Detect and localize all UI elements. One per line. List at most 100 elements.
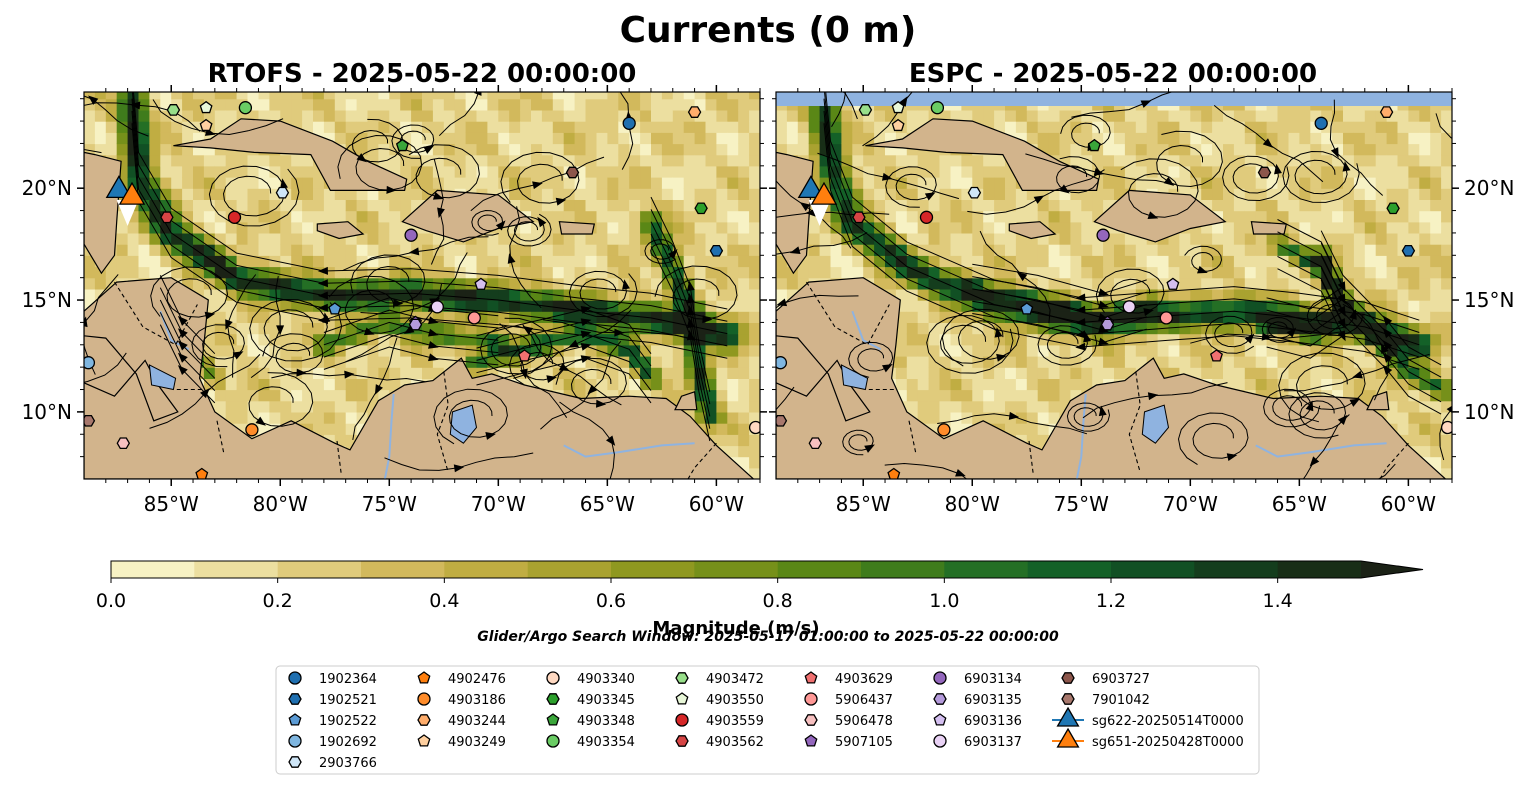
streamline (972, 276, 1147, 307)
colorbar-tick-label: 0.0 (96, 590, 126, 612)
legend-label: 4903629 (835, 672, 893, 687)
colorbar-segment (527, 561, 612, 578)
float-5906478 (808, 437, 823, 450)
colorbar-label: Magnitude (m/s) (652, 618, 819, 639)
colorbar-segment (444, 561, 529, 578)
land-polygon (401, 189, 535, 243)
streamline-arrow (1330, 147, 1339, 158)
legend-label: 5907105 (835, 735, 893, 750)
streamline-arrow (1143, 308, 1154, 316)
streamline-arrow (1381, 343, 1389, 354)
streamline-arrow (799, 202, 811, 212)
streamline-arrow (519, 368, 528, 380)
streamline-arrow (614, 328, 625, 337)
lon-tick-label: 75°W (362, 492, 417, 516)
streamline-arrow (374, 384, 383, 395)
legend-marker-4903559 (675, 713, 689, 727)
colorbar-segment (194, 561, 279, 578)
colorbar-segment (861, 561, 945, 578)
streamline-arrow (428, 341, 439, 349)
land-polygon (1008, 221, 1057, 240)
streamline-arrow (587, 384, 598, 395)
legend-label: 4903348 (577, 714, 635, 729)
legend-label: 4903340 (577, 672, 635, 687)
land-polygon (776, 335, 871, 422)
search-window-text: Glider/Argo Search Window: 2025-05-17 01… (477, 629, 1059, 645)
legend-marker-6903134 (933, 671, 947, 685)
lake-polygon (449, 404, 478, 444)
streamline (972, 263, 1147, 294)
float-7901042 (776, 414, 788, 427)
lon-tick-label: 70°W (471, 492, 526, 516)
streamline-arrow (1337, 330, 1346, 342)
country-border (806, 281, 890, 346)
streamline-arrow (1349, 309, 1357, 320)
streamline-arrow (1197, 265, 1208, 274)
streamline (131, 123, 728, 359)
streamline-arrow (1075, 318, 1086, 327)
colorbar-tick-label: 0.4 (429, 590, 459, 612)
streamline-arrow (317, 279, 329, 288)
river (1255, 442, 1387, 458)
legend-marker-6903135 (933, 693, 947, 705)
legend-marker-1902692 (288, 734, 302, 748)
legend-marker-5906478 (804, 714, 818, 726)
streamline-arrow (1261, 332, 1273, 341)
float-5906478 (116, 437, 131, 450)
float-6903135 (408, 318, 423, 331)
streamline-arrow (1093, 167, 1105, 176)
legend-marker-1902522 (288, 713, 302, 726)
legend-label: 4903559 (706, 714, 764, 729)
streamline (131, 98, 728, 335)
streamline (132, 92, 728, 310)
panel-title-rtofs: RTOFS - 2025-05-22 00:00:00 (208, 59, 637, 89)
lat-tick-label: 15°N (22, 288, 72, 312)
panel-frame (775, 91, 1453, 480)
glider-sg651-20250428T0000 (118, 181, 146, 205)
streamline (1435, 113, 1452, 140)
float-1902521 (1401, 244, 1416, 257)
colorbar-tick-label: 1.0 (929, 590, 959, 612)
colorbar-segment (1111, 561, 1195, 578)
float-1902692 (776, 356, 788, 370)
streamline-arrow (280, 178, 288, 189)
float-4903550 (891, 100, 905, 114)
legend-marker-4903354 (546, 734, 560, 748)
streamline (438, 92, 480, 137)
streamline-arrow (546, 375, 557, 384)
streamline-arrow (177, 365, 188, 376)
lon-tick-label: 60°W (1381, 492, 1436, 516)
legend-marker-4903348 (546, 713, 560, 726)
streamline-arrow (881, 172, 893, 181)
map-panel-espc: 85°W 80°W 75°W 70°W 65°W 60°W 20°N 15°N 10°N (769, 64, 1514, 516)
streamline-arrow (177, 315, 188, 326)
streamline-arrow (994, 327, 1003, 338)
lon-tick-label: 75°W (1054, 492, 1109, 516)
streamline-arrow (204, 311, 216, 320)
legend-label: 1902522 (319, 714, 377, 729)
streamline (555, 357, 627, 405)
colorbar-segment (944, 561, 1029, 578)
lake-polygon (1141, 404, 1170, 444)
streamline-arrow (1059, 184, 1070, 194)
float-markers (84, 100, 760, 479)
streamline-arrow (1337, 305, 1346, 317)
colorbar-segment (694, 561, 779, 578)
streamline-arrow (232, 351, 244, 360)
streamline (972, 300, 1147, 331)
lat-tick-label: 20°N (22, 176, 72, 200)
streamline-arrow (1349, 398, 1361, 407)
legend-marker-5907105 (804, 734, 818, 747)
float-1902522 (1020, 302, 1034, 315)
streamline-arrow (817, 64, 829, 77)
streamline-arrow (1337, 293, 1346, 305)
land-masses (84, 118, 755, 479)
streamline-arrow (437, 207, 445, 219)
streamline-arrow (1382, 340, 1393, 351)
lon-tick-label: 65°W (1272, 492, 1327, 516)
legend-marker-4903345 (546, 693, 560, 705)
float-4903345 (694, 202, 708, 215)
land-polygon (558, 221, 596, 235)
float-4903186 (245, 423, 259, 437)
